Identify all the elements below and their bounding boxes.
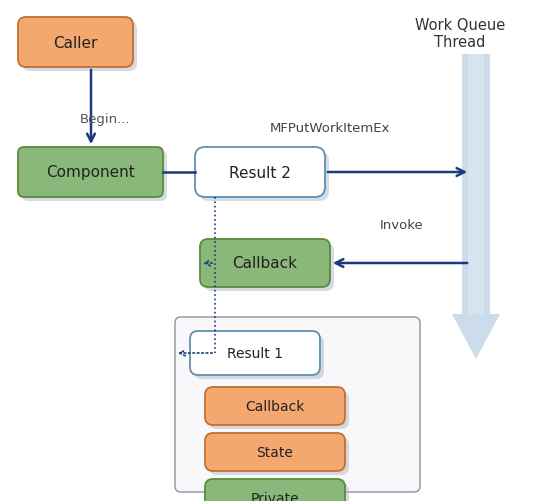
Text: Invoke: Invoke [380, 218, 424, 231]
Text: Work Queue
Thread: Work Queue Thread [415, 18, 505, 50]
FancyBboxPatch shape [209, 437, 349, 475]
FancyBboxPatch shape [18, 18, 133, 68]
Text: Result 1: Result 1 [227, 346, 283, 360]
Text: Callback: Callback [233, 256, 298, 271]
FancyBboxPatch shape [190, 331, 320, 375]
Text: Private: Private [251, 491, 299, 501]
FancyBboxPatch shape [205, 387, 345, 425]
FancyBboxPatch shape [22, 152, 167, 201]
FancyBboxPatch shape [195, 148, 325, 197]
FancyBboxPatch shape [209, 483, 349, 501]
FancyBboxPatch shape [204, 243, 334, 292]
FancyBboxPatch shape [209, 391, 349, 429]
FancyBboxPatch shape [205, 479, 345, 501]
FancyBboxPatch shape [205, 433, 345, 471]
Text: Component: Component [46, 165, 135, 180]
Polygon shape [452, 314, 500, 359]
Text: Result 2: Result 2 [229, 165, 291, 180]
FancyBboxPatch shape [194, 335, 324, 379]
FancyBboxPatch shape [18, 148, 163, 197]
Text: State: State [256, 445, 293, 459]
Polygon shape [468, 55, 484, 314]
Text: Begin...: Begin... [80, 113, 131, 126]
Text: Caller: Caller [53, 36, 98, 51]
Text: Callback: Callback [245, 399, 305, 413]
Polygon shape [462, 55, 490, 314]
FancyBboxPatch shape [199, 152, 329, 201]
FancyBboxPatch shape [175, 317, 420, 492]
Text: MFPutWorkItemEx: MFPutWorkItemEx [270, 122, 390, 135]
FancyBboxPatch shape [22, 22, 137, 72]
FancyBboxPatch shape [200, 239, 330, 288]
